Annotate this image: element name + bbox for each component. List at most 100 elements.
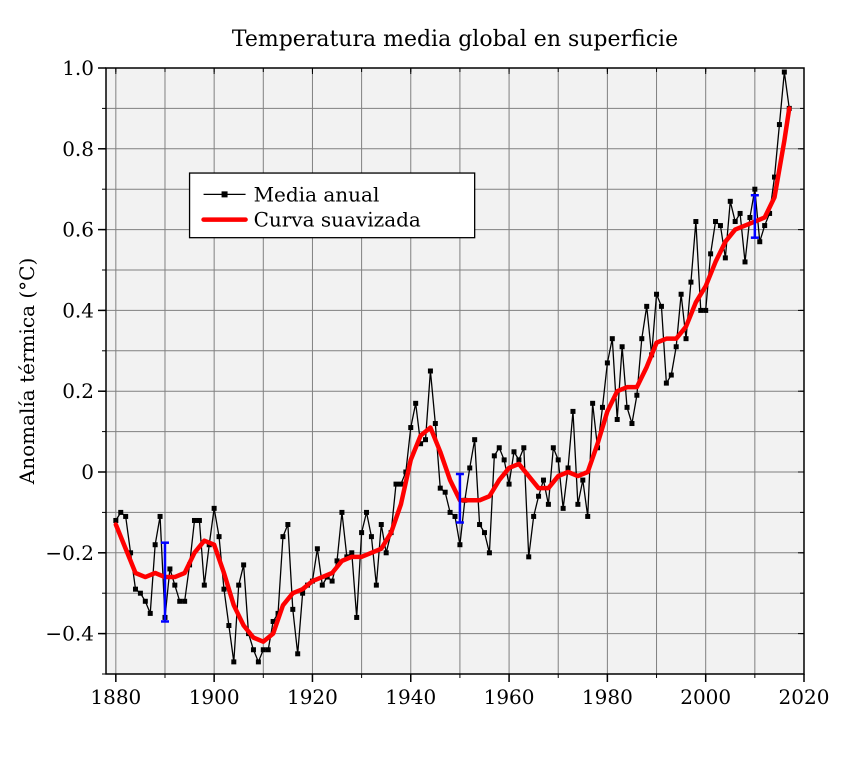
annual-marker xyxy=(738,211,743,216)
x-tick-label: 2020 xyxy=(779,685,830,709)
annual-marker xyxy=(443,490,448,495)
annual-marker xyxy=(256,659,261,664)
y-axis-label: Anomalía térmica (°C) xyxy=(15,258,39,486)
annual-marker xyxy=(138,591,143,596)
annual-marker xyxy=(349,550,354,555)
annual-marker xyxy=(669,373,674,378)
annual-marker xyxy=(359,530,364,535)
annual-marker xyxy=(536,494,541,499)
x-tick-label: 1980 xyxy=(582,685,633,709)
annual-marker xyxy=(374,583,379,588)
annual-marker xyxy=(433,421,438,426)
annual-marker xyxy=(703,308,708,313)
y-tick-label: 0.2 xyxy=(62,379,94,403)
annual-marker xyxy=(133,587,138,592)
annual-marker xyxy=(605,360,610,365)
annual-marker xyxy=(231,659,236,664)
annual-marker xyxy=(467,465,472,470)
annual-marker xyxy=(654,292,659,297)
annual-marker xyxy=(472,437,477,442)
annual-marker xyxy=(330,579,335,584)
annual-marker xyxy=(384,550,389,555)
annual-marker xyxy=(143,599,148,604)
annual-marker xyxy=(693,219,698,224)
annual-marker xyxy=(266,647,271,652)
annual-marker xyxy=(448,510,453,515)
y-tick-label: 1.0 xyxy=(62,56,94,80)
annual-marker xyxy=(546,502,551,507)
annual-marker xyxy=(610,336,615,341)
annual-marker xyxy=(639,336,644,341)
annual-marker xyxy=(113,518,118,523)
annual-marker xyxy=(629,421,634,426)
annual-marker xyxy=(541,478,546,483)
annual-marker xyxy=(339,510,344,515)
annual-marker xyxy=(679,292,684,297)
annual-marker xyxy=(398,482,403,487)
annual-marker xyxy=(192,518,197,523)
annual-marker xyxy=(153,542,158,547)
annual-marker xyxy=(659,304,664,309)
annual-marker xyxy=(158,514,163,519)
annual-marker xyxy=(561,506,566,511)
annual-marker xyxy=(236,583,241,588)
annual-marker xyxy=(644,304,649,309)
annual-marker xyxy=(708,251,713,256)
annual-marker xyxy=(684,336,689,341)
annual-marker xyxy=(290,607,295,612)
annual-marker xyxy=(172,583,177,588)
annual-marker xyxy=(625,405,630,410)
annual-marker xyxy=(747,215,752,220)
annual-marker xyxy=(369,534,374,539)
annual-marker xyxy=(487,550,492,555)
annual-marker xyxy=(453,514,458,519)
annual-marker xyxy=(379,522,384,527)
y-tick-label: 0.4 xyxy=(62,298,94,322)
y-tick-label: 0.8 xyxy=(62,137,94,161)
annual-marker xyxy=(394,482,399,487)
annual-marker xyxy=(743,259,748,264)
annual-marker xyxy=(615,417,620,422)
annual-marker xyxy=(497,445,502,450)
annual-marker xyxy=(566,465,571,470)
annual-marker xyxy=(511,449,516,454)
y-tick-label: −0.2 xyxy=(45,541,94,565)
chart-title: Temperatura media global en superficie xyxy=(232,27,678,52)
x-tick-label: 2000 xyxy=(680,685,731,709)
annual-marker xyxy=(600,405,605,410)
annual-marker xyxy=(261,647,266,652)
annual-marker xyxy=(148,611,153,616)
legend: Media anualCurva suavizada xyxy=(190,173,475,238)
annual-marker xyxy=(202,583,207,588)
annual-marker xyxy=(531,514,536,519)
annual-marker xyxy=(718,223,723,228)
annual-marker xyxy=(521,445,526,450)
annual-marker xyxy=(320,583,325,588)
annual-marker xyxy=(477,522,482,527)
annual-marker xyxy=(285,522,290,527)
annual-marker xyxy=(620,344,625,349)
annual-marker xyxy=(221,587,226,592)
annual-marker xyxy=(428,369,433,374)
y-tick-label: 0.6 xyxy=(62,218,94,242)
annual-marker xyxy=(713,219,718,224)
annual-marker xyxy=(182,599,187,604)
annual-marker xyxy=(580,478,585,483)
annual-marker xyxy=(777,122,782,127)
annual-marker xyxy=(590,401,595,406)
legend-label-annual: Media anual xyxy=(254,182,380,206)
annual-marker xyxy=(423,437,428,442)
annual-marker xyxy=(570,409,575,414)
annual-marker xyxy=(118,510,123,515)
annual-marker xyxy=(167,566,172,571)
annual-marker xyxy=(674,344,679,349)
annual-marker xyxy=(733,219,738,224)
annual-marker xyxy=(516,457,521,462)
legend-label-smooth: Curva suavizada xyxy=(254,208,421,232)
annual-marker xyxy=(408,425,413,430)
annual-marker xyxy=(782,70,787,75)
annual-marker xyxy=(364,510,369,515)
annual-marker xyxy=(502,457,507,462)
annual-marker xyxy=(251,647,256,652)
annual-marker xyxy=(226,623,231,628)
